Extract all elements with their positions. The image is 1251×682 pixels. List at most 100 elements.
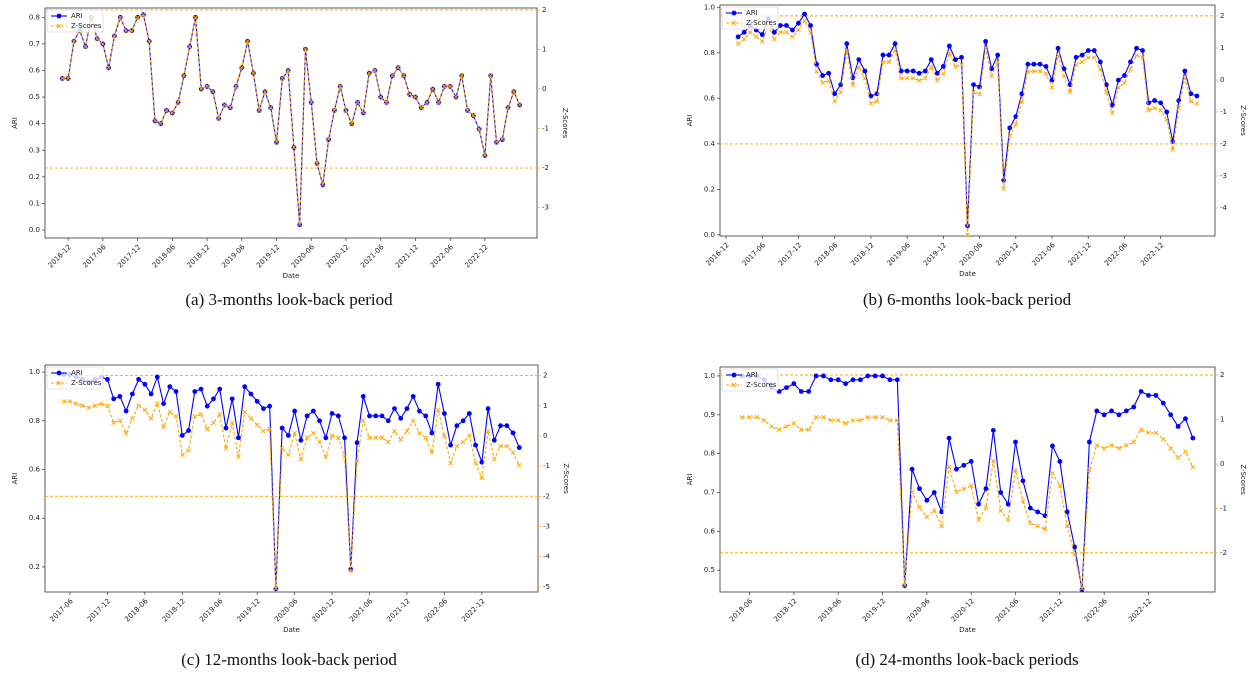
x-tick-label: 2022-06	[423, 597, 450, 624]
x-marker	[261, 428, 266, 434]
x-marker	[872, 414, 878, 420]
point	[261, 406, 266, 411]
y-axis-label: ARI	[686, 474, 694, 486]
x-marker	[1079, 586, 1085, 591]
x-marker	[968, 483, 974, 489]
point	[826, 70, 832, 76]
x-tick-label: 2022-12	[460, 597, 486, 623]
x-marker	[473, 460, 478, 466]
point	[516, 445, 522, 450]
x-marker	[1072, 551, 1077, 557]
x-marker	[442, 433, 447, 438]
point	[1072, 544, 1078, 550]
point	[961, 462, 967, 468]
x-marker	[348, 568, 354, 574]
x-tick-label: 2019-12	[922, 241, 948, 267]
x-marker	[304, 435, 310, 441]
caption: (a) 3-months look-back period	[185, 290, 393, 309]
x-marker	[146, 38, 152, 44]
y2-tick-label: -3	[542, 204, 549, 212]
point	[236, 435, 241, 441]
x-marker	[67, 399, 73, 404]
x-marker	[460, 439, 466, 445]
y-tick-label: 0.1	[29, 199, 40, 207]
point	[423, 413, 429, 419]
x-marker	[204, 83, 210, 89]
legend-label: Z-Scores	[746, 19, 777, 27]
point	[229, 396, 235, 402]
point	[217, 386, 223, 392]
x-marker	[1043, 71, 1049, 76]
x-marker	[874, 99, 880, 104]
x-tick-label: 2019-12	[255, 243, 281, 269]
x-marker	[759, 39, 765, 44]
x-marker	[739, 414, 745, 420]
point	[317, 418, 322, 424]
x-axis-label: Date	[283, 626, 300, 634]
x-marker	[892, 48, 898, 54]
x-marker	[806, 427, 811, 433]
x-marker	[167, 409, 173, 415]
point	[934, 70, 940, 76]
point	[211, 396, 216, 402]
x-marker	[175, 100, 181, 105]
point	[204, 403, 210, 409]
x-marker	[398, 437, 404, 443]
x-tick-label: 2016-12	[47, 243, 73, 269]
x-marker	[111, 420, 116, 425]
x-marker	[448, 460, 453, 466]
y2-tick-label: -2	[543, 492, 550, 500]
x-marker	[106, 65, 111, 70]
x-tick-label: 2022-12	[1139, 241, 1165, 267]
x-marker	[498, 443, 503, 449]
x-marker	[754, 414, 760, 420]
caption: (c) 12-months look-back period	[181, 650, 397, 669]
y2-axis-label: Z-Scores	[1239, 464, 1247, 495]
caption: (d) 24-months look-back periods	[855, 650, 1078, 669]
x-marker	[904, 75, 910, 81]
point	[843, 381, 848, 387]
x-tick-label: 2019-06	[198, 597, 225, 624]
x-marker	[404, 428, 410, 434]
point	[806, 389, 812, 394]
point	[1164, 109, 1170, 115]
x-marker	[117, 15, 123, 20]
x-marker	[1104, 89, 1109, 95]
chart-panel: 2017-06 2017-12 2018-06 2018-12 2019-06 2019-…	[11, 364, 570, 669]
legend-marker	[56, 13, 62, 19]
chart-panel: 2016-12 2017-06 2017-12 2018-06 2018-12 2019-…	[686, 3, 1247, 309]
x-marker	[1140, 55, 1145, 60]
point	[916, 70, 922, 76]
x-marker	[229, 420, 235, 425]
x-marker	[476, 126, 482, 132]
point	[998, 490, 1004, 495]
x-marker	[187, 44, 193, 50]
x-tick-label: 2022-06	[1083, 597, 1110, 624]
x-marker	[989, 73, 994, 79]
x-marker	[335, 435, 341, 441]
x-marker	[454, 443, 460, 449]
point	[759, 32, 765, 37]
x-marker	[392, 428, 397, 434]
x-marker	[73, 401, 79, 406]
x-marker	[1094, 442, 1100, 448]
x-marker	[796, 27, 801, 33]
y2-tick-label: -3	[543, 522, 550, 530]
x-marker	[998, 508, 1004, 513]
x-marker	[820, 80, 825, 86]
point	[473, 442, 478, 448]
y2-tick-label: -3	[1220, 172, 1227, 180]
x-marker	[934, 78, 940, 83]
x-marker	[814, 68, 819, 74]
point	[777, 23, 783, 28]
x-marker	[1037, 68, 1043, 74]
x-marker	[267, 426, 272, 432]
x-marker	[1175, 455, 1181, 461]
series-line	[62, 13, 521, 225]
point	[448, 442, 454, 448]
x-marker	[401, 73, 407, 78]
point	[1153, 392, 1159, 398]
point	[940, 64, 946, 69]
y2-tick-label: -5	[543, 583, 550, 591]
